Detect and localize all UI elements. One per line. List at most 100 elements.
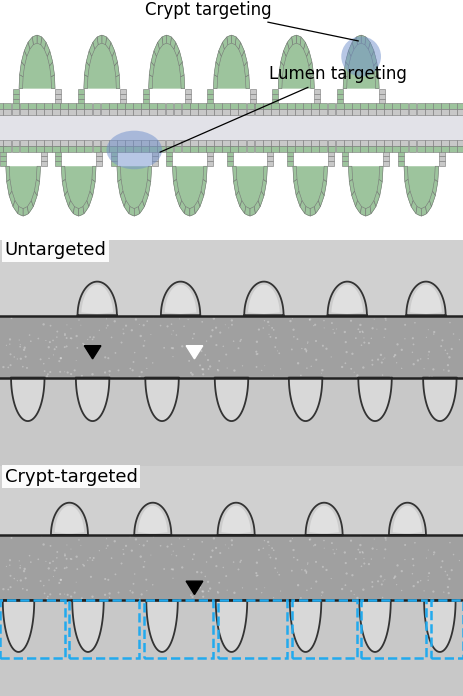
Point: [439, 555, 446, 567]
Bar: [150, 146, 157, 152]
Point: [64, 590, 71, 601]
Point: [78, 593, 86, 604]
Point: [261, 360, 269, 371]
Point: [201, 349, 209, 361]
Point: [214, 587, 222, 598]
Bar: [4, 103, 12, 109]
Point: [258, 365, 265, 376]
Point: [323, 564, 330, 576]
Point: [409, 333, 417, 344]
Bar: [96, 156, 102, 161]
Bar: [207, 94, 213, 99]
Bar: [85, 109, 93, 116]
Bar: [457, 140, 463, 146]
Point: [261, 535, 268, 546]
Polygon shape: [214, 62, 219, 77]
Bar: [69, 600, 139, 658]
Point: [425, 324, 432, 335]
Point: [169, 351, 177, 362]
Point: [270, 324, 277, 335]
Point: [448, 564, 456, 576]
Point: [7, 349, 14, 360]
Polygon shape: [173, 180, 179, 196]
Bar: [125, 103, 133, 109]
Polygon shape: [165, 285, 197, 315]
Bar: [157, 146, 165, 152]
Bar: [182, 140, 190, 146]
Bar: [360, 109, 368, 116]
Polygon shape: [65, 191, 70, 207]
Bar: [247, 109, 255, 116]
Bar: [125, 140, 133, 146]
Point: [254, 348, 262, 359]
Point: [307, 361, 315, 372]
Point: [297, 592, 305, 603]
Point: [289, 533, 296, 544]
Point: [303, 346, 310, 357]
Bar: [227, 156, 233, 161]
Point: [428, 594, 436, 605]
Point: [23, 585, 31, 596]
Polygon shape: [348, 42, 354, 56]
Point: [75, 315, 83, 326]
Bar: [255, 103, 263, 109]
Point: [328, 537, 336, 548]
Polygon shape: [232, 35, 236, 45]
Point: [126, 531, 134, 542]
Bar: [449, 146, 457, 152]
Point: [27, 335, 35, 347]
Point: [89, 334, 96, 345]
Polygon shape: [72, 600, 104, 652]
Bar: [93, 103, 100, 109]
Point: [277, 363, 284, 374]
Bar: [166, 103, 174, 109]
Point: [368, 333, 375, 344]
Point: [78, 370, 86, 381]
Bar: [383, 146, 389, 151]
Point: [223, 349, 230, 360]
Point: [50, 555, 57, 567]
Polygon shape: [219, 42, 224, 56]
Point: [444, 582, 452, 593]
Polygon shape: [32, 35, 37, 45]
Bar: [344, 103, 352, 109]
Point: [306, 534, 313, 545]
Bar: [368, 109, 376, 116]
Bar: [218, 600, 287, 658]
Polygon shape: [300, 200, 306, 214]
Bar: [384, 140, 392, 146]
Bar: [174, 109, 181, 116]
Bar: [143, 88, 149, 94]
Bar: [207, 156, 213, 161]
Bar: [425, 140, 433, 146]
Point: [310, 540, 318, 551]
Point: [242, 530, 250, 541]
Point: [89, 591, 96, 602]
Bar: [287, 161, 293, 166]
Polygon shape: [430, 191, 435, 207]
Point: [101, 590, 109, 601]
Bar: [207, 151, 213, 156]
Bar: [439, 161, 445, 166]
Point: [71, 365, 78, 376]
Polygon shape: [370, 200, 376, 214]
Point: [238, 334, 245, 345]
Point: [150, 311, 157, 322]
Bar: [250, 104, 256, 109]
Point: [264, 537, 272, 548]
Bar: [28, 103, 36, 109]
Bar: [44, 146, 52, 152]
Bar: [0, 146, 3, 152]
Polygon shape: [118, 180, 123, 196]
Bar: [150, 140, 157, 146]
Bar: [150, 103, 157, 109]
Polygon shape: [138, 506, 168, 535]
Point: [56, 366, 64, 377]
Point: [375, 354, 382, 365]
Point: [235, 564, 242, 575]
Point: [131, 569, 138, 580]
Point: [46, 557, 54, 569]
Polygon shape: [19, 74, 23, 88]
Point: [118, 337, 125, 348]
Point: [265, 329, 273, 340]
